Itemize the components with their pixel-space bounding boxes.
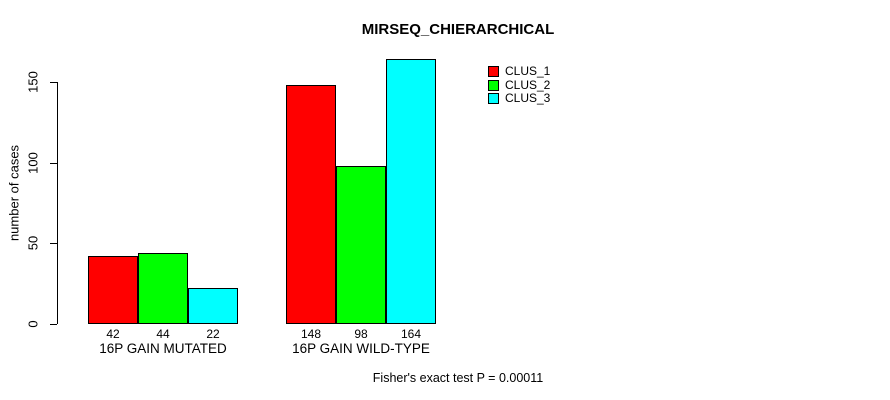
legend: CLUS_1 CLUS_2 CLUS_3 <box>488 64 551 105</box>
bar-clus_1-group2 <box>286 84 336 324</box>
bar-value-label: 164 <box>400 327 422 341</box>
y-axis-tick <box>50 162 57 164</box>
category-label: 16P GAIN MUTATED <box>99 341 227 356</box>
chart-title: MIRSEQ_CHIERARCHICAL <box>361 21 555 38</box>
bar-value-label: 44 <box>156 327 170 341</box>
legend-item-clus_3: CLUS_3 <box>488 91 551 105</box>
legend-label: CLUS_1 <box>505 64 551 78</box>
legend-swatch-clus_2 <box>488 79 499 91</box>
y-axis-tick-label: 50 <box>25 236 41 251</box>
annotation-fisher-test: Fisher's exact test P = 0.00011 <box>372 371 544 385</box>
y-axis-tick-label: 100 <box>25 151 41 174</box>
y-axis-tick <box>50 324 57 325</box>
y-axis-tick <box>50 243 57 245</box>
legend-item-clus_2: CLUS_2 <box>488 77 551 92</box>
bar-clus_3-group2 <box>386 59 436 324</box>
legend-swatch-clus_3 <box>488 93 499 104</box>
legend-label: CLUS_3 <box>505 91 551 105</box>
bar-clus_3-group1 <box>188 288 238 324</box>
legend-swatch-clus_1 <box>488 66 499 77</box>
legend-label: CLUS_2 <box>505 77 551 92</box>
bar-value-label: 98 <box>354 327 368 341</box>
y-axis-line <box>57 81 58 324</box>
category-label: 16P GAIN WILD-TYPE <box>292 341 430 356</box>
y-axis-tick-label: 0 <box>25 320 41 328</box>
legend-item-clus_1: CLUS_1 <box>488 64 551 78</box>
y-axis-tick-label: 150 <box>25 70 41 93</box>
bar-value-label: 42 <box>106 327 120 341</box>
bar-clus_2-group1 <box>138 252 188 324</box>
bar-value-label: 22 <box>206 327 220 341</box>
y-axis-tick <box>50 81 57 83</box>
bar-value-label: 148 <box>300 327 322 341</box>
bar-clus_2-group2 <box>336 165 386 324</box>
bar-clus_1-group1 <box>88 256 138 324</box>
